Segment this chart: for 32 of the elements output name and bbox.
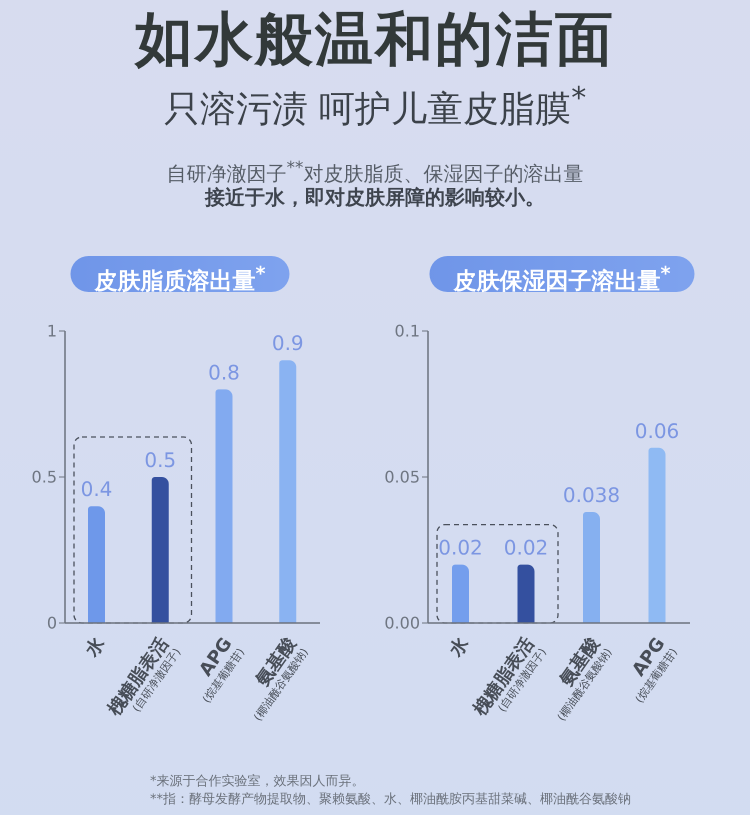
y-tick-label: 1 bbox=[46, 322, 57, 341]
data-label: 0.8 bbox=[208, 360, 240, 384]
bar bbox=[648, 448, 666, 623]
y-tick-label: 0 bbox=[46, 614, 57, 633]
bar bbox=[88, 506, 105, 623]
x-tick-label: 水 bbox=[444, 633, 474, 662]
data-label: 0.9 bbox=[272, 331, 304, 356]
text: 如水般温和的洁面 bbox=[133, 5, 616, 75]
text: 自研净澈因子$^{**}$对皮肤脂质、保湿因子的溶出量 bbox=[166, 158, 584, 186]
x-tick-label: 水 bbox=[80, 633, 110, 662]
bar bbox=[216, 389, 232, 623]
text: 只溶污渍 呵护儿童皮脂膜$^{*}$ bbox=[162, 81, 588, 132]
y-tick-label: 0.5 bbox=[32, 468, 57, 487]
data-label: 0.5 bbox=[144, 448, 176, 472]
data-label: 0.06 bbox=[634, 418, 680, 443]
text: **指：酵母发酵产物提取物、聚赖氨酸、水、椰油酰胺丙基甜菜碱、椰油酰谷氨酸钠 bbox=[150, 792, 632, 808]
data-label: 0.038 bbox=[562, 483, 620, 508]
bar bbox=[583, 512, 600, 623]
bar bbox=[152, 477, 169, 623]
data-label: 0.02 bbox=[438, 536, 483, 560]
bar bbox=[452, 564, 469, 623]
y-tick-label: 0.05 bbox=[384, 468, 420, 487]
y-tick-label: 0.1 bbox=[394, 322, 420, 341]
chart-title: 皮肤脂质溶出量$^{*}$ bbox=[70, 256, 290, 295]
data-label: 0.02 bbox=[504, 536, 548, 560]
text: *来源于合作实验室，效果因人而异。 bbox=[150, 774, 366, 790]
bar bbox=[518, 564, 534, 623]
chart-title: 皮肤保湿因子溶出量$^{*}$ bbox=[429, 256, 695, 295]
y-tick-label: 0.00 bbox=[384, 614, 420, 633]
bar bbox=[279, 360, 296, 623]
text: 接近于水，即对皮肤屏障的影响较小。 bbox=[204, 185, 546, 209]
data-label: 0.4 bbox=[80, 477, 112, 502]
